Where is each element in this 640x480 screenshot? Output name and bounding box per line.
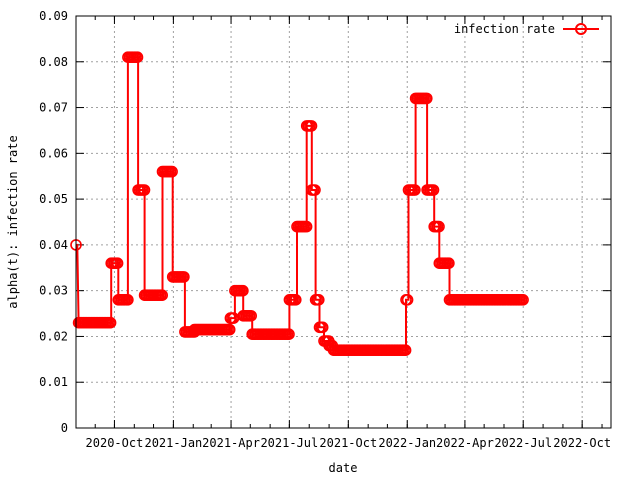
data-point bbox=[104, 316, 117, 329]
x-tick-label: 2020-Oct bbox=[86, 436, 144, 450]
data-point bbox=[427, 184, 440, 196]
x-tick-label: 2022-Jul bbox=[494, 436, 552, 450]
data-point bbox=[420, 92, 433, 105]
data-point bbox=[138, 184, 151, 196]
data-point bbox=[156, 289, 168, 302]
data-point bbox=[245, 309, 257, 322]
data-point bbox=[122, 293, 134, 306]
data-point bbox=[399, 344, 412, 357]
data-point bbox=[289, 293, 302, 306]
y-axis-label: alpha(t): infection rate bbox=[6, 135, 20, 308]
y-tick-label: 0.05 bbox=[39, 192, 68, 206]
legend-marker bbox=[575, 23, 587, 35]
x-tick-label: 2021-Jul bbox=[260, 436, 318, 450]
y-tick-label: 0.08 bbox=[39, 55, 68, 69]
data-point bbox=[305, 120, 318, 132]
y-tick-label: 0.07 bbox=[39, 101, 68, 115]
y-tick-label: 0.02 bbox=[39, 329, 68, 343]
data-point bbox=[300, 220, 313, 233]
y-tick-label: 0 bbox=[61, 421, 68, 435]
y-tick-label: 0.03 bbox=[39, 284, 68, 298]
legend: infection rate bbox=[454, 22, 599, 36]
x-tick-label: 2021-Oct bbox=[319, 436, 377, 450]
plot-frame bbox=[75, 15, 612, 429]
y-tick-label: 0.04 bbox=[39, 238, 68, 252]
data-point bbox=[316, 321, 329, 334]
data-point bbox=[309, 184, 321, 196]
data-point bbox=[433, 220, 445, 233]
y-tick-label: 0.09 bbox=[39, 9, 68, 23]
x-tick-label: 2021-Apr bbox=[202, 436, 260, 450]
x-tick-label: 2022-Apr bbox=[436, 436, 494, 450]
y-axis-ticks: 0 0.01 0.02 0.03 0.04 0.05 0.06 0.07 0.08 0.09 bbox=[39, 9, 611, 435]
x-axis-label: date bbox=[329, 461, 358, 475]
data-point bbox=[401, 293, 414, 306]
data-point bbox=[166, 165, 178, 178]
data-point bbox=[131, 51, 144, 64]
x-tick-label: 2021-Jan bbox=[144, 436, 202, 450]
data-point bbox=[517, 293, 529, 306]
y-tick-label: 0.06 bbox=[39, 146, 68, 160]
data-point bbox=[111, 257, 124, 270]
legend-label: infection rate bbox=[454, 22, 555, 36]
x-axis-ticks: 2020-Oct 2021-Jan 2021-Apr 2021-Jul 2021-Oct… bbox=[86, 16, 611, 450]
data-point bbox=[443, 257, 455, 270]
data-point bbox=[409, 184, 421, 196]
y-tick-label: 0.01 bbox=[39, 375, 68, 389]
series-infection-rate bbox=[70, 51, 529, 357]
data-point bbox=[223, 323, 236, 336]
data-point bbox=[283, 328, 295, 341]
data-point bbox=[312, 293, 325, 306]
data-point bbox=[178, 271, 190, 283]
x-tick-label: 2022-Jan bbox=[378, 436, 436, 450]
x-tick-label: 2022-Oct bbox=[553, 436, 611, 450]
data-point bbox=[237, 284, 249, 297]
